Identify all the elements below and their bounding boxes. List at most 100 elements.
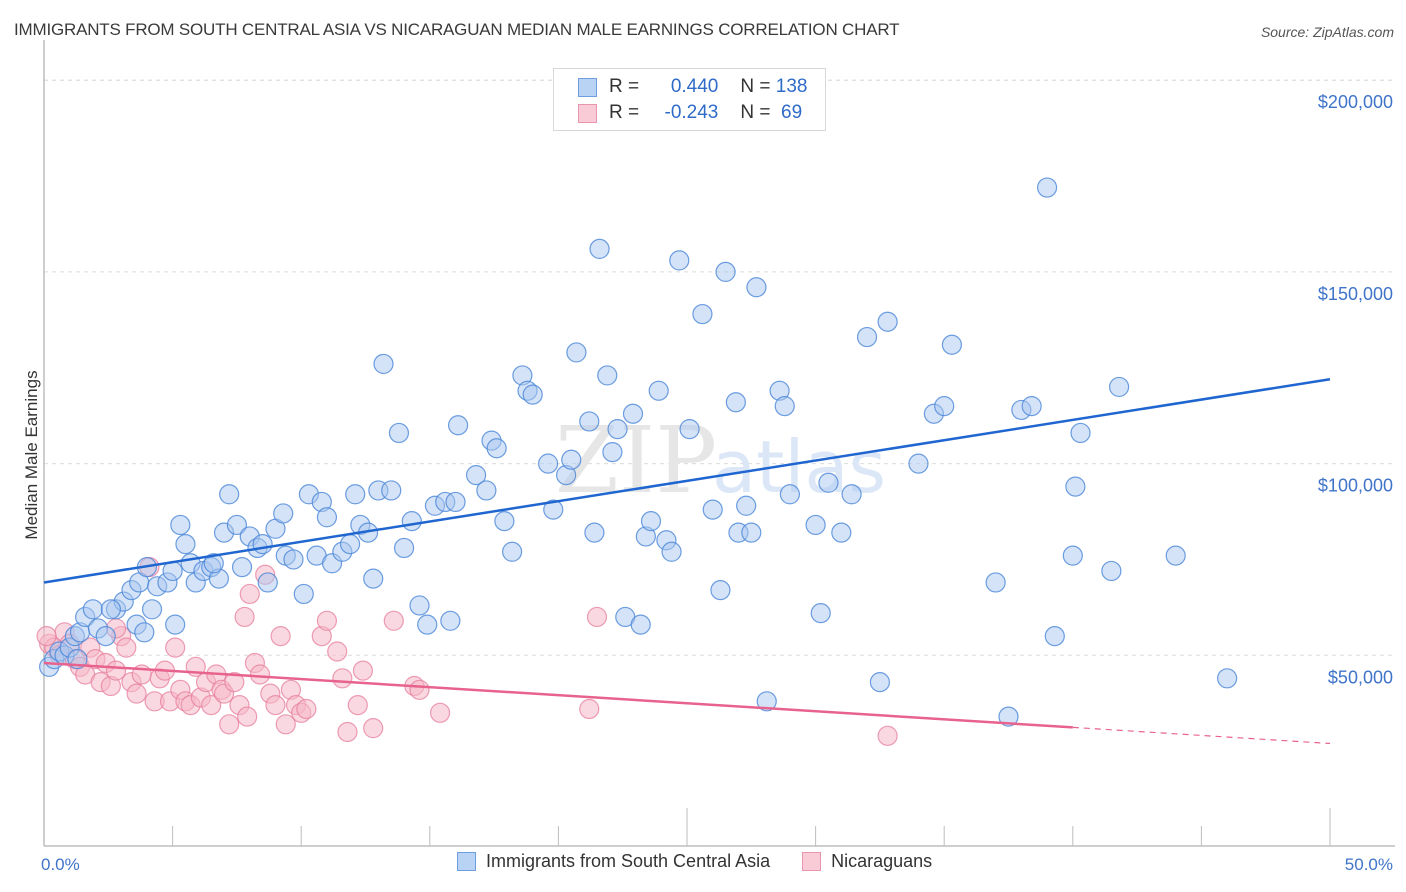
data-point-south-central-asia (702, 499, 723, 520)
data-point-south-central-asia (502, 541, 523, 562)
data-point-south-central-asia (607, 418, 628, 440)
data-point-south-central-asia (447, 415, 469, 436)
data-point-south-central-asia (134, 622, 155, 643)
data-point-south-central-asia (165, 614, 186, 635)
y-tick-label: $200,000 (1318, 92, 1393, 112)
data-point-south-central-asia (725, 392, 746, 413)
data-point-nicaraguans (201, 695, 222, 716)
data-point-nicaraguans (237, 706, 258, 727)
data-point-south-central-asia (82, 599, 103, 620)
data-point-nicaraguans (347, 695, 368, 716)
data-point-nicaraguans (383, 610, 404, 631)
data-point-south-central-asia (856, 326, 878, 348)
data-point-south-central-asia (589, 238, 610, 259)
data-point-south-central-asia (95, 626, 116, 647)
data-point-south-central-asia (1065, 476, 1086, 497)
data-point-south-central-asia (877, 311, 898, 332)
data-point-south-central-asia (741, 522, 762, 543)
data-point-south-central-asia (283, 549, 304, 570)
trend-line-nicaraguans-extrapolated (1072, 726, 1331, 745)
data-point-south-central-asia (1044, 626, 1065, 647)
data-point-nicaraguans (265, 695, 286, 716)
data-point-south-central-asia (669, 250, 690, 271)
data-point-south-central-asia (293, 583, 314, 605)
data-point-south-central-asia (388, 422, 410, 444)
legend-row-blue: R = 0.440 N = 138 (578, 75, 807, 99)
data-point-south-central-asia (465, 465, 487, 486)
legend-item-south-central-asia[interactable]: Immigrants from South Central Asia (457, 851, 770, 872)
legend-label: Immigrants from South Central Asia (486, 851, 771, 871)
n-value: 138 (775, 76, 808, 97)
data-point-south-central-asia (381, 480, 402, 501)
data-point-nicaraguans (586, 606, 608, 628)
data-point-south-central-asia (908, 453, 929, 474)
data-point-south-central-asia (779, 484, 800, 505)
x-tick-labels: 0.0% 50.0% (41, 855, 1393, 874)
source-label: Source: ZipAtlas.com (1260, 24, 1394, 40)
data-point-south-central-asia (810, 603, 831, 624)
data-point-south-central-asia (640, 511, 662, 532)
data-point-south-central-asia (622, 403, 644, 424)
data-point-nicaraguans (579, 698, 600, 720)
data-point-nicaraguans (332, 668, 353, 689)
correlation-legend: R = 0.440 N = 138 R = -0.243 N = 69 (553, 68, 826, 131)
data-point-south-central-asia (661, 541, 682, 562)
data-point-south-central-asia (409, 595, 430, 616)
data-point-nicaraguans (116, 637, 137, 658)
data-point-south-central-asia (339, 534, 361, 555)
blue-swatch-icon (578, 77, 597, 97)
blue-swatch-icon (457, 852, 476, 871)
data-point-nicaraguans (165, 637, 186, 658)
data-point-south-central-asia (170, 514, 191, 536)
trend-line-south-central-asia (43, 378, 1331, 584)
n-label: N = (740, 102, 776, 123)
data-point-south-central-asia (486, 438, 507, 459)
data-point-south-central-asia (602, 441, 623, 463)
chart-title: IMMIGRANTS FROM SOUTH CENTRAL ASIA VS NI… (14, 20, 900, 39)
data-point-south-central-asia (203, 553, 224, 574)
data-point-south-central-asia (1070, 422, 1091, 444)
data-point-south-central-asia (998, 706, 1019, 727)
n-label: N = (740, 76, 776, 97)
data-point-south-central-asia (257, 572, 278, 593)
data-point-south-central-asia (831, 522, 852, 543)
watermark: ZIP atlas (555, 407, 886, 514)
data-point-nicaraguans (126, 683, 147, 704)
data-point-south-central-asia (141, 599, 163, 620)
n-value: 69 (775, 102, 803, 123)
pink-swatch-icon (802, 852, 822, 871)
data-point-nicaraguans (337, 721, 358, 743)
data-point-nicaraguans (224, 672, 245, 693)
data-point-south-central-asia (273, 503, 294, 524)
data-point-south-central-asia (692, 303, 713, 325)
data-point-south-central-asia (648, 380, 669, 401)
data-point-south-central-asia (543, 499, 564, 520)
legend-label: Nicaraguans (831, 851, 933, 871)
data-point-nicaraguans (36, 626, 57, 647)
data-point-south-central-asia (522, 384, 543, 405)
data-point-south-central-asia (393, 537, 415, 559)
data-point-south-central-asia (934, 395, 955, 417)
legend-row-pink: R = -0.243 N = 69 (578, 101, 802, 125)
r-label: R = (609, 76, 645, 97)
data-point-south-central-asia (373, 353, 394, 375)
data-point-nicaraguans (316, 610, 338, 631)
data-point-south-central-asia (679, 418, 700, 440)
data-point-south-central-asia (219, 484, 240, 505)
data-point-south-central-asia (579, 411, 600, 432)
data-point-south-central-asia (869, 672, 891, 693)
data-point-south-central-asia (774, 395, 795, 417)
y-tick-label: $50,000 (1328, 667, 1393, 687)
trend-lines (43, 378, 1331, 745)
data-point-nicaraguans (105, 660, 127, 681)
legend-item-nicaraguans[interactable]: Nicaraguans (802, 851, 932, 872)
data-point-south-central-asia (231, 557, 253, 578)
south-central-asia-points (39, 177, 1238, 727)
data-point-south-central-asia (1165, 545, 1186, 566)
data-point-south-central-asia (985, 572, 1006, 593)
x-tick-label: 50.0% (1345, 855, 1393, 874)
pink-swatch-icon (578, 103, 597, 123)
data-point-south-central-asia (941, 334, 963, 355)
data-point-south-central-asia (100, 599, 121, 620)
